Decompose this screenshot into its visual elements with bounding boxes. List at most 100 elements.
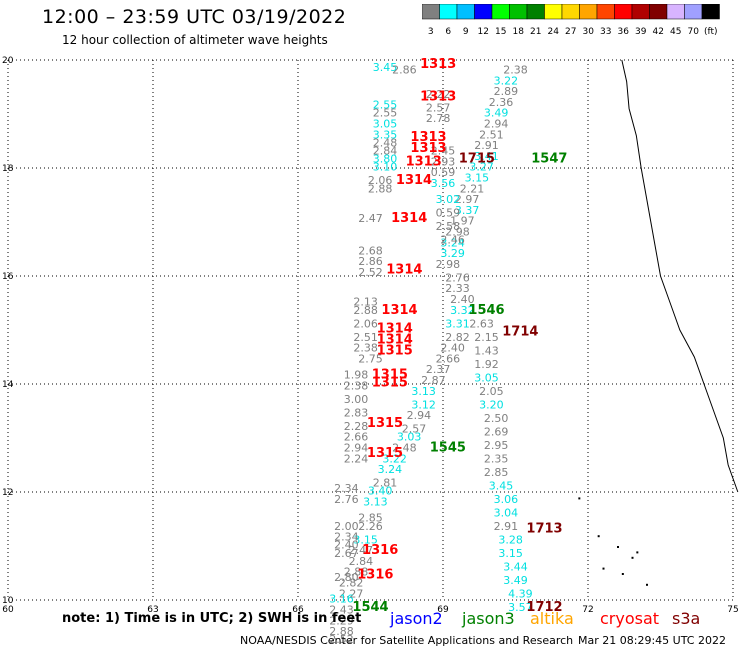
pass-label: 1313 bbox=[420, 90, 456, 105]
legend-label: 15 bbox=[495, 27, 506, 37]
wave-height-value: 3.22 bbox=[494, 74, 519, 87]
wave-height-value: 2.76 bbox=[334, 493, 359, 506]
legend-label: 3 bbox=[428, 27, 434, 37]
wave-height-value: 2.21 bbox=[460, 182, 485, 195]
pass-label: 1546 bbox=[468, 303, 504, 318]
wave-height-value: 3.37 bbox=[455, 204, 480, 217]
wave-height-value: 3.41 bbox=[474, 150, 499, 163]
wave-height-value: 2.29 bbox=[329, 614, 354, 627]
wave-height-value: 2.85 bbox=[358, 512, 383, 525]
wave-height-value: 3.35 bbox=[373, 128, 398, 141]
pass-label: 1315 bbox=[372, 376, 408, 391]
pass-label: 1315 bbox=[377, 343, 413, 358]
legend-label: 18 bbox=[513, 27, 525, 37]
wave-height-value: 2.66 bbox=[344, 431, 369, 444]
island bbox=[621, 573, 624, 575]
wave-height-value: 3.28 bbox=[498, 533, 523, 546]
legend-label: 30 bbox=[583, 27, 595, 37]
credit-text: NOAA/NESDIS Center for Satellite Applica… bbox=[240, 634, 574, 647]
wave-height-value: 2.84 bbox=[373, 145, 398, 158]
color-legend: 3 6 9 12 15 18 21 24 27 30 33 36 39 42 45 70 (ft) bbox=[422, 4, 720, 37]
island bbox=[636, 551, 639, 554]
pass-label: 1547 bbox=[531, 152, 567, 167]
wave-height-value: 3.05 bbox=[373, 118, 398, 131]
wave-height-value: 3.16 bbox=[329, 593, 354, 606]
wave-height-value: 2.26 bbox=[358, 520, 383, 533]
wave-height-value: 3.40 bbox=[368, 485, 393, 498]
wave-height-value: 3.00 bbox=[344, 393, 369, 406]
pass-label: 1313 bbox=[410, 141, 446, 156]
wave-height-value: 2.91 bbox=[474, 139, 499, 152]
legend-label: 33 bbox=[600, 27, 611, 37]
wave-height-value: 0.59 bbox=[436, 207, 461, 220]
wave-height-value: 3.02 bbox=[436, 193, 461, 206]
wave-height-value: 2.47 bbox=[358, 212, 383, 225]
wave-height-value: 2.27 bbox=[339, 587, 364, 600]
legend-label: 6 bbox=[445, 27, 451, 37]
wave-height-value: 3.22 bbox=[382, 452, 407, 465]
wave-height-value: 3.57 bbox=[508, 601, 533, 614]
wave-height-value: 2.84 bbox=[349, 555, 374, 568]
wave-height-value: 2.87 bbox=[421, 374, 446, 387]
wave-height-value: 3.15 bbox=[465, 172, 490, 185]
wave-height-value: 3.12 bbox=[411, 398, 436, 411]
wave-height-value: 2.40 bbox=[440, 342, 465, 355]
wave-height-value: 2.67 bbox=[334, 547, 359, 560]
wave-height-value: 2.51 bbox=[353, 331, 378, 344]
pass-label: 1313 bbox=[410, 130, 446, 145]
wave-height-value: 3.03 bbox=[397, 431, 422, 444]
wave-height-value: 2.98 bbox=[445, 226, 470, 239]
pass-label: 1314 bbox=[377, 322, 413, 337]
pass-label: 1316 bbox=[357, 567, 393, 582]
pass-label: 1314 bbox=[386, 262, 422, 277]
wave-height-value: 2.93 bbox=[431, 155, 456, 168]
satellite-s3a: s3a bbox=[672, 609, 701, 628]
wave-height-value: 3.20 bbox=[479, 398, 504, 411]
wave-height-value: 2.52 bbox=[329, 633, 354, 646]
island bbox=[646, 583, 648, 586]
pass-label: 1545 bbox=[430, 441, 466, 456]
pass-label: 1313 bbox=[406, 154, 442, 169]
generated-timestamp: Mar 21 08:29:45 UTC 2022 bbox=[578, 634, 726, 647]
wave-height-value: 3.13 bbox=[411, 385, 436, 398]
island bbox=[602, 567, 605, 570]
legend-label: 9 bbox=[463, 27, 469, 37]
pass-label: 1316 bbox=[362, 543, 398, 558]
pass-label: 1714 bbox=[502, 324, 538, 339]
wave-height-value: 2.45 bbox=[431, 145, 456, 158]
wave-height-value: 2.06 bbox=[368, 174, 393, 187]
wave-height-value: 2.46 bbox=[440, 234, 465, 247]
map-subtitle: 12 hour collection of altimeter wave hei… bbox=[62, 33, 328, 47]
wave-height-value: 2.34 bbox=[334, 482, 359, 495]
island bbox=[597, 535, 600, 538]
wave-height-value: 2.48 bbox=[392, 442, 417, 455]
satellite-altika: altika bbox=[530, 609, 574, 628]
satellite-cryosat: cryosat bbox=[600, 609, 660, 628]
lat-tick-label: 14 bbox=[2, 380, 14, 390]
wave-height-value: 3.45 bbox=[373, 61, 398, 74]
island bbox=[617, 546, 619, 548]
wave-height-value: 2.88 bbox=[368, 182, 393, 195]
footer-note: note: 1) Time is in UTC; 2) SWH is in fe… bbox=[62, 611, 362, 626]
wave-height-value: 1.98 bbox=[344, 369, 369, 382]
coastline bbox=[621, 59, 739, 493]
wave-height-value: 2.83 bbox=[344, 406, 369, 419]
pass-label: 1712 bbox=[526, 600, 562, 615]
pass-label: 1315 bbox=[367, 446, 403, 461]
pass-label: 1314 bbox=[396, 173, 432, 188]
wave-height-value: 0.59 bbox=[431, 166, 456, 179]
lat-tick-label: 18 bbox=[2, 164, 14, 174]
pass-label: 1314 bbox=[377, 333, 413, 348]
wave-height-value: 2.63 bbox=[469, 317, 494, 330]
wave-height-value: 2.13 bbox=[353, 296, 378, 309]
legend-swatch bbox=[701, 4, 720, 20]
wave-height-value: 2.66 bbox=[436, 352, 461, 365]
wave-height-value: 2.88 bbox=[329, 625, 354, 638]
wave-height-value: 2.40 bbox=[334, 539, 359, 552]
wave-height-value: 2.22 bbox=[426, 88, 451, 101]
wave-height-value: 2.50 bbox=[484, 412, 509, 425]
wave-height-value: 3.45 bbox=[489, 479, 514, 492]
wave-height-value: 2.15 bbox=[474, 331, 499, 344]
pass-label: 1544 bbox=[352, 600, 388, 615]
